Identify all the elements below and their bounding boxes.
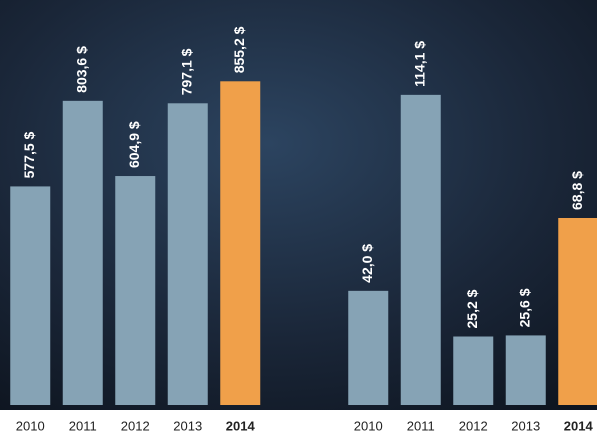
value-label: 68,8 $ bbox=[569, 171, 585, 210]
bar bbox=[348, 291, 388, 405]
x-tick-label: 2010 bbox=[16, 418, 45, 433]
x-tick-label: 2014 bbox=[564, 418, 594, 433]
x-tick-label: 2012 bbox=[121, 418, 150, 433]
bar bbox=[115, 176, 155, 405]
bar bbox=[453, 337, 493, 405]
value-label: 42,0 $ bbox=[359, 244, 375, 283]
value-label: 577,5 $ bbox=[21, 131, 37, 178]
bar bbox=[63, 101, 103, 405]
x-tick-label: 2011 bbox=[407, 418, 435, 433]
value-label: 797,1 $ bbox=[178, 48, 194, 95]
x-tick-label: 2013 bbox=[511, 418, 540, 433]
bar bbox=[220, 81, 260, 405]
bar bbox=[558, 218, 597, 405]
value-label: 604,9 $ bbox=[126, 121, 142, 168]
bar bbox=[168, 103, 208, 405]
bar bbox=[10, 186, 50, 405]
value-label: 25,6 $ bbox=[516, 288, 532, 327]
x-tick-label: 2010 bbox=[354, 418, 383, 433]
value-label: 114,1 $ bbox=[411, 41, 427, 87]
x-tick-label: 2013 bbox=[173, 418, 202, 433]
chart: 2010 577,5 $ 2011 803,6 $ 2012 604,9 $ 2013 797… bbox=[0, 0, 597, 435]
x-tick-label: 2014 bbox=[226, 418, 256, 433]
value-label: 803,6 $ bbox=[73, 46, 89, 93]
bar bbox=[401, 95, 441, 405]
value-label: 25,2 $ bbox=[464, 289, 480, 328]
x-tick-label: 2012 bbox=[459, 418, 488, 433]
value-label: 855,2 $ bbox=[231, 26, 247, 73]
bar bbox=[506, 335, 546, 405]
x-tick-label: 2011 bbox=[69, 418, 97, 433]
